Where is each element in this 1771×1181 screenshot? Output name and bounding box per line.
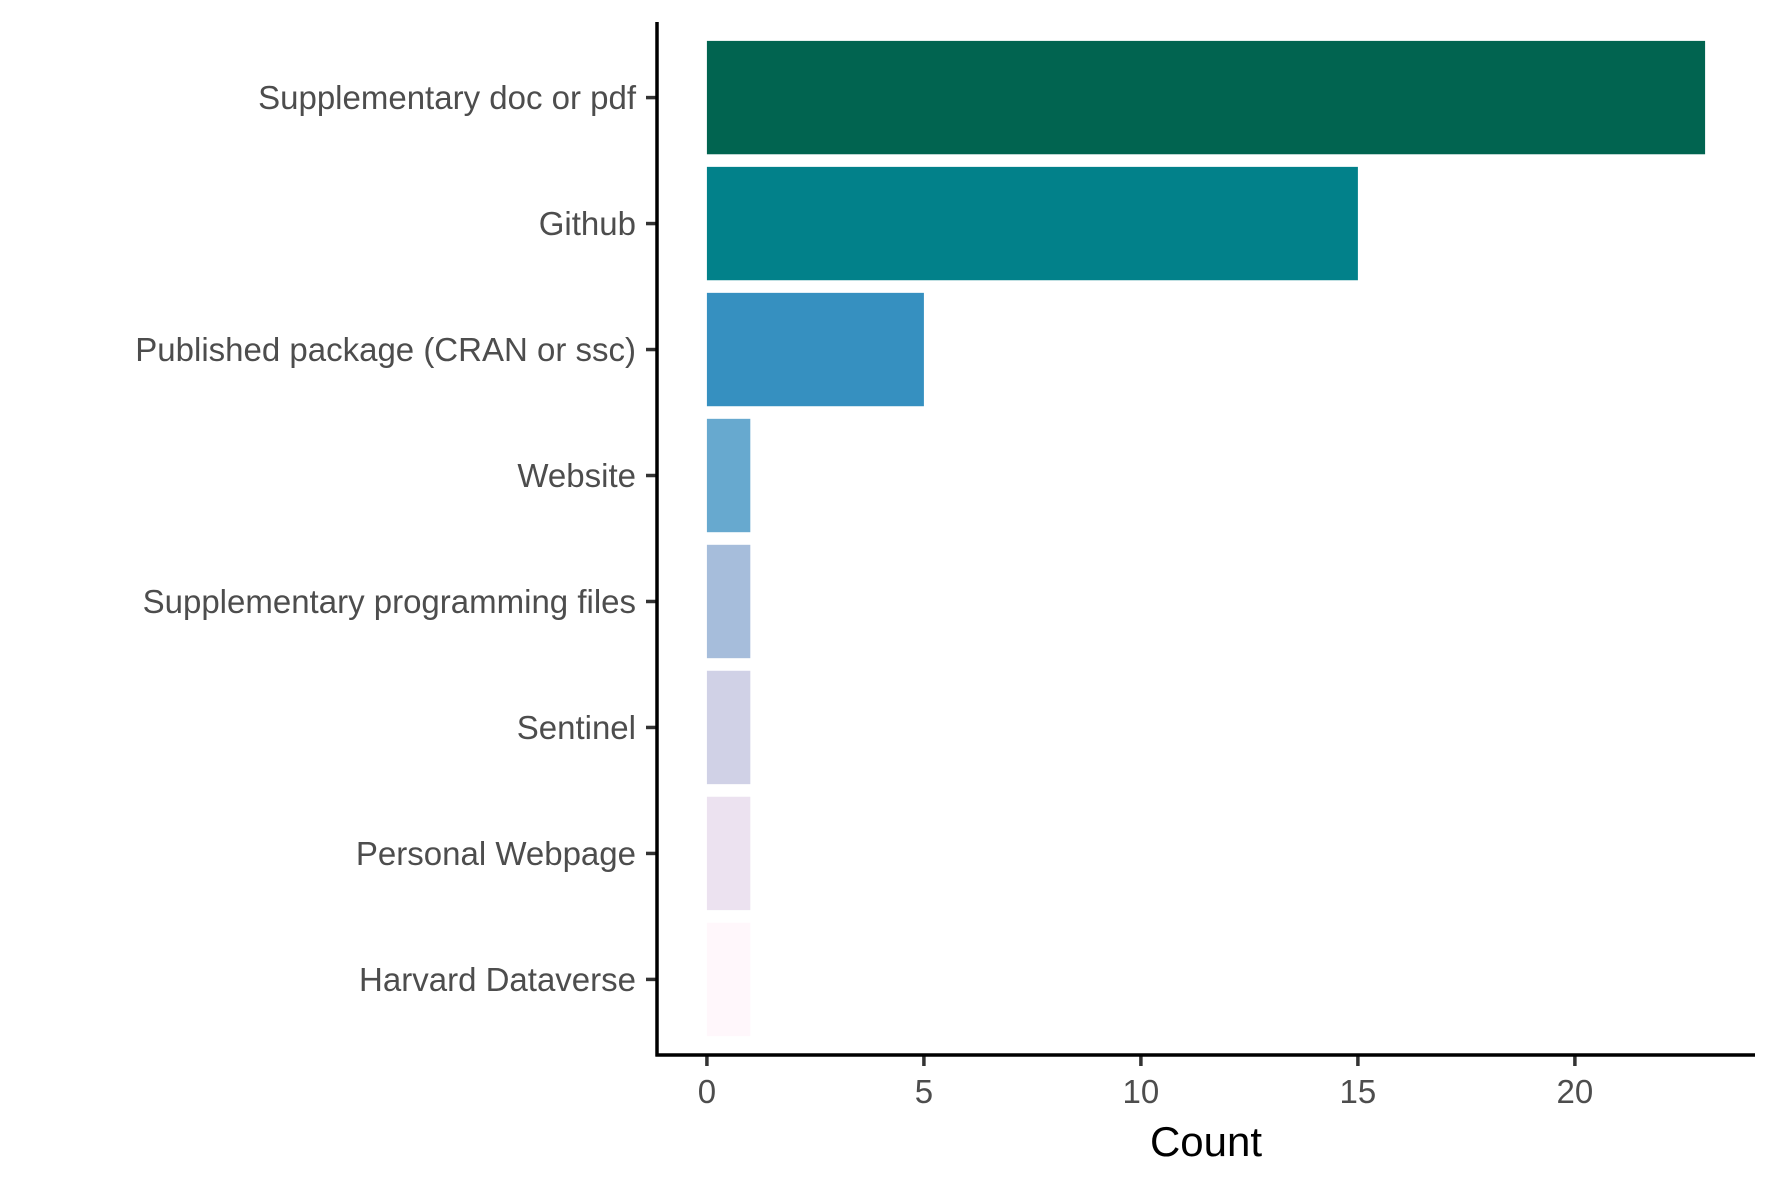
bar bbox=[706, 922, 751, 1037]
x-tick-label: 20 bbox=[1557, 1073, 1594, 1110]
bar bbox=[706, 418, 751, 533]
bar bbox=[706, 40, 1706, 155]
y-axis-ticks: Supplementary doc or pdf Github Published … bbox=[135, 79, 657, 998]
x-tick-label: 10 bbox=[1123, 1073, 1160, 1110]
y-tick-label: Sentinel bbox=[517, 709, 636, 746]
x-tick-label: 5 bbox=[915, 1073, 933, 1110]
y-tick-label: Website bbox=[517, 457, 636, 494]
x-axis-title: Count bbox=[1150, 1118, 1262, 1165]
y-tick-label: Published package (CRAN or ssc) bbox=[135, 331, 636, 368]
y-tick-label: Personal Webpage bbox=[356, 835, 636, 872]
bars-group bbox=[706, 40, 1706, 1037]
x-tick-label: 15 bbox=[1340, 1073, 1377, 1110]
y-tick-label: Supplementary programming files bbox=[143, 583, 636, 620]
bar bbox=[706, 166, 1358, 281]
bar bbox=[706, 292, 924, 407]
bar bbox=[706, 796, 751, 911]
bar bbox=[706, 670, 751, 785]
y-tick-label: Supplementary doc or pdf bbox=[258, 79, 637, 116]
x-tick-label: 0 bbox=[698, 1073, 716, 1110]
bar bbox=[706, 544, 751, 659]
y-tick-label: Github bbox=[539, 205, 636, 242]
x-axis-ticks: 0 5 10 15 20 bbox=[698, 1055, 1594, 1110]
y-tick-label: Harvard Dataverse bbox=[359, 961, 636, 998]
